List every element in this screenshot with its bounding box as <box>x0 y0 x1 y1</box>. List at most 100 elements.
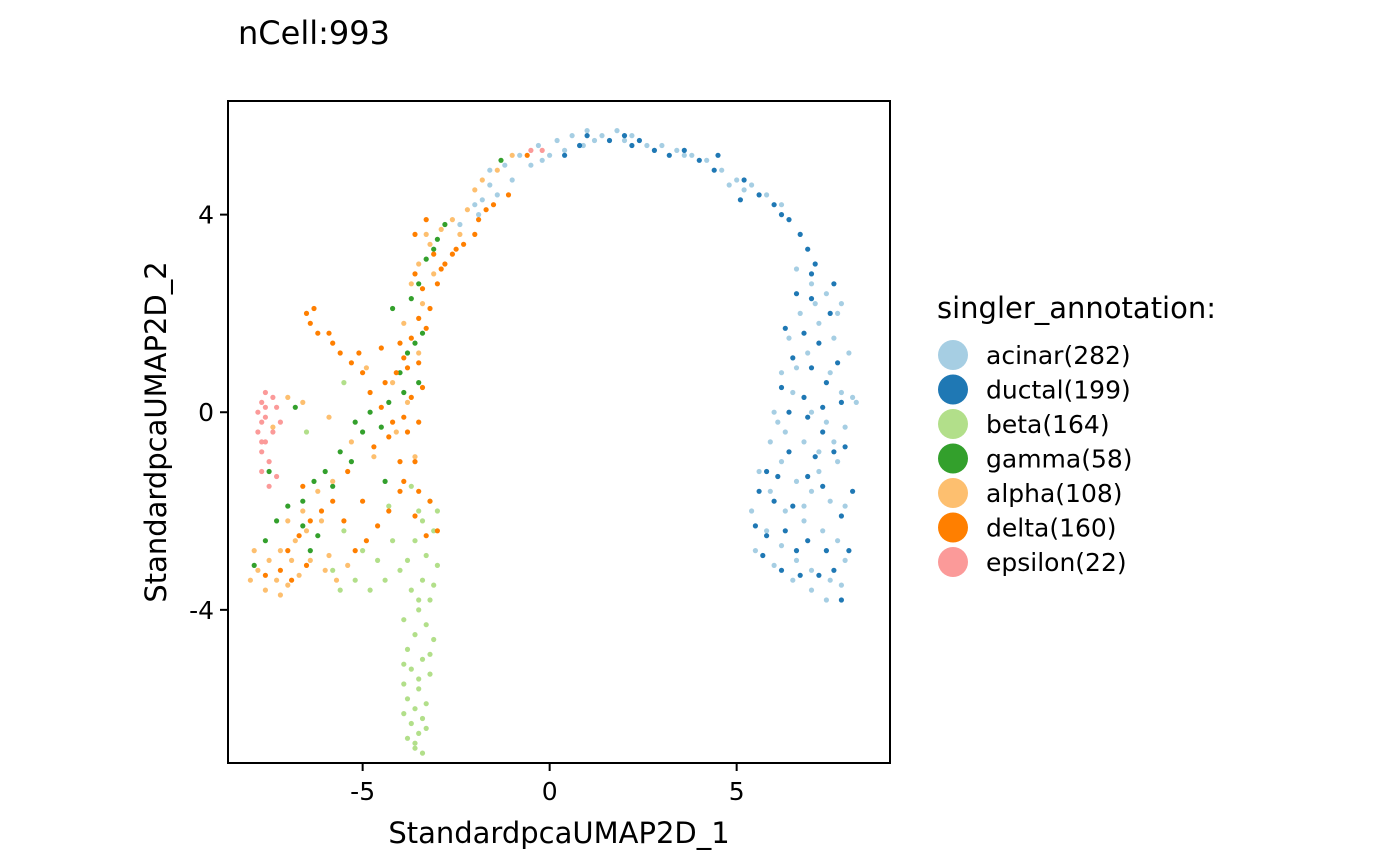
point-delta-73 <box>360 498 366 504</box>
point-beta-9 <box>427 597 433 603</box>
point-alpha-38 <box>285 394 291 400</box>
point-delta-45 <box>412 513 418 519</box>
point-delta-41 <box>390 419 396 425</box>
point-acinar-16 <box>719 167 725 173</box>
point-alpha-21 <box>277 548 283 554</box>
point-gamma-24 <box>300 523 306 529</box>
point-gamma-27 <box>251 562 257 569</box>
point-gamma-2 <box>423 256 429 262</box>
point-delta-27 <box>412 459 418 465</box>
point-delta-31 <box>330 340 336 346</box>
point-beta-35 <box>397 567 403 573</box>
point-acinar-60 <box>801 518 807 524</box>
point-acinar-67 <box>808 567 815 573</box>
point-delta-21 <box>419 384 426 391</box>
legend-label-4: alpha(108) <box>986 479 1123 508</box>
point-delta-42 <box>401 478 407 484</box>
point-acinar-33 <box>816 320 822 326</box>
point-beta-13 <box>412 632 418 638</box>
point-ductal-56 <box>715 152 721 158</box>
point-ductal-26 <box>778 384 785 391</box>
point-alpha-32 <box>277 592 283 598</box>
point-delta-25 <box>404 429 411 435</box>
point-delta-13 <box>416 315 422 321</box>
point-gamma-10 <box>416 380 422 386</box>
point-delta-56 <box>285 548 291 554</box>
point-gamma-26 <box>262 538 268 544</box>
x-axis-label: StandardpcaUMAP2D_1 <box>388 816 729 850</box>
point-alpha-47 <box>363 365 369 371</box>
point-alpha-8 <box>408 281 414 287</box>
point-beta-3 <box>412 538 418 544</box>
point-acinar-14 <box>689 152 695 158</box>
point-beta-52 <box>341 380 347 386</box>
point-alpha-40 <box>326 414 332 420</box>
point-beta-49 <box>431 582 437 588</box>
point-alpha-30 <box>262 587 268 593</box>
point-beta-43 <box>341 528 347 534</box>
point-alpha-44 <box>472 187 478 193</box>
point-alpha-49 <box>345 562 351 569</box>
point-acinar-9 <box>614 128 620 134</box>
points-layer <box>247 128 859 756</box>
point-ductal-65 <box>793 548 800 554</box>
point-delta-0 <box>524 152 530 158</box>
point-epsilon-10 <box>259 468 265 475</box>
point-delta-54 <box>307 518 313 524</box>
point-acinar-66 <box>793 557 800 564</box>
point-ductal-10 <box>756 192 762 198</box>
point-ductal-31 <box>820 429 826 435</box>
point-acinar-61 <box>820 528 826 534</box>
point-beta-31 <box>419 750 426 756</box>
point-alpha-5 <box>427 241 433 247</box>
plot-panel-border <box>227 100 891 764</box>
point-ductal-15 <box>812 261 818 267</box>
point-acinar-53 <box>793 478 800 484</box>
point-ductal-32 <box>831 449 837 455</box>
point-ductal-1 <box>606 137 613 144</box>
point-delta-48 <box>375 523 381 529</box>
point-alpha-46 <box>423 231 429 237</box>
point-acinar-28 <box>793 266 800 272</box>
point-delta-29 <box>356 350 362 356</box>
point-epsilon-1 <box>539 147 545 153</box>
point-delta-68 <box>483 207 489 213</box>
point-ductal-66 <box>838 597 845 603</box>
point-delta-5 <box>449 251 455 257</box>
point-delta-1 <box>505 192 512 198</box>
point-ductal-63 <box>786 409 792 415</box>
point-alpha-9 <box>419 301 426 307</box>
point-beta-27 <box>416 730 422 737</box>
point-beta-5 <box>404 557 411 564</box>
point-acinar-41 <box>778 370 785 376</box>
point-acinar-65 <box>778 543 785 549</box>
point-ductal-22 <box>835 360 841 366</box>
point-ductal-19 <box>782 325 788 331</box>
point-ductal-60 <box>778 212 785 218</box>
x-tick-label-2: 5 <box>729 777 745 806</box>
point-ductal-37 <box>820 483 826 489</box>
point-ductal-24 <box>808 365 815 371</box>
point-delta-40 <box>378 404 384 410</box>
point-gamma-22 <box>285 503 291 509</box>
point-acinar-89 <box>547 152 553 158</box>
point-epsilon-0 <box>528 147 534 153</box>
point-delta-72 <box>300 483 306 489</box>
point-alpha-12 <box>390 380 396 386</box>
point-acinar-43 <box>808 409 815 415</box>
legend-label-3: gamma(58) <box>986 445 1133 474</box>
point-ductal-2 <box>621 133 628 139</box>
point-ductal-57 <box>629 142 635 149</box>
point-acinar-5 <box>554 137 560 144</box>
point-gamma-17 <box>337 449 343 455</box>
point-epsilon-11 <box>270 394 276 400</box>
point-beta-28 <box>404 735 411 741</box>
point-delta-28 <box>397 459 403 465</box>
point-acinar-76 <box>801 503 807 509</box>
point-alpha-1 <box>479 177 485 183</box>
point-beta-16 <box>419 656 426 662</box>
point-delta-17 <box>416 360 422 366</box>
point-acinar-47 <box>782 429 788 435</box>
point-gamma-4 <box>408 296 414 302</box>
point-ductal-4 <box>651 147 658 153</box>
